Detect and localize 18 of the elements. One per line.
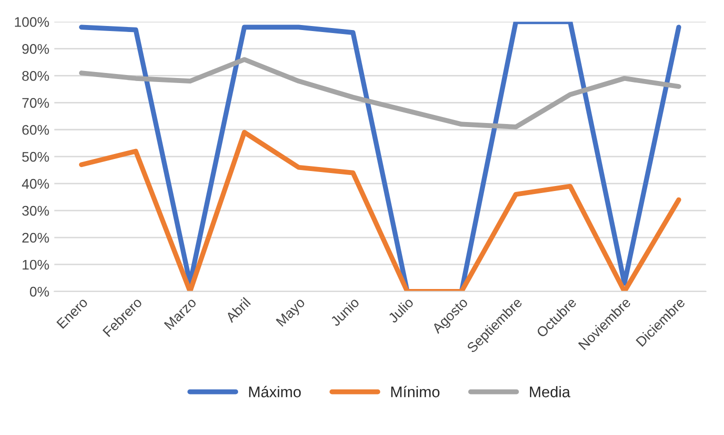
legend-label: Mínimo bbox=[391, 386, 440, 398]
y-tick-label: 40% bbox=[22, 178, 49, 189]
y-tick-label: 90% bbox=[22, 44, 49, 54]
line-series bbox=[79, 130, 682, 292]
y-tick-label: 0% bbox=[30, 286, 49, 297]
legend-label: Máximo bbox=[249, 386, 301, 398]
y-tick-label: 50% bbox=[22, 152, 49, 162]
y-tick-label: 80% bbox=[22, 71, 49, 81]
y-tick-label: 10% bbox=[22, 260, 49, 270]
y-tick-label: 70% bbox=[22, 98, 49, 108]
y-tick-label: 20% bbox=[22, 232, 49, 243]
y-tick-label: 30% bbox=[22, 206, 49, 216]
y-tick-label: 60% bbox=[22, 124, 49, 135]
y-tick-label: 100% bbox=[14, 17, 49, 27]
legend-label: Media bbox=[530, 386, 570, 398]
x-tick-label: Julio bbox=[387, 296, 414, 324]
line-series bbox=[79, 57, 682, 130]
line-series bbox=[79, 22, 682, 292]
